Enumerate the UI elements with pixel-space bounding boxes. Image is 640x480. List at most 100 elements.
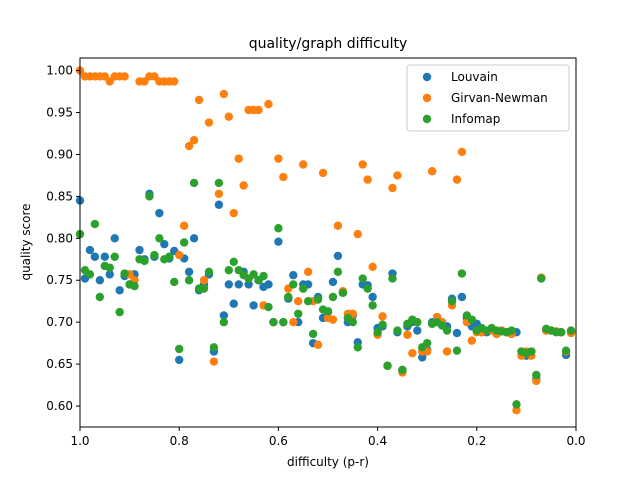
data-point (358, 274, 367, 283)
data-point (234, 280, 243, 289)
data-point (348, 317, 357, 327)
data-point (408, 349, 417, 358)
data-point (289, 317, 298, 327)
data-point (120, 72, 129, 81)
data-point (383, 361, 392, 370)
data-point (353, 343, 362, 352)
data-point (452, 346, 462, 355)
legend-marker (422, 93, 432, 103)
data-point (155, 208, 164, 218)
data-point (289, 271, 298, 280)
data-point (393, 171, 402, 180)
y-tick-label: 0.95 (46, 106, 73, 120)
data-point (303, 297, 313, 306)
y-tick-label: 0.85 (46, 189, 73, 203)
data-point (165, 252, 174, 261)
data-point (204, 267, 214, 277)
data-point (527, 347, 536, 356)
data-point (457, 269, 467, 278)
data-point (457, 292, 467, 302)
data-point (224, 280, 233, 289)
data-point (333, 221, 343, 230)
x-tick-label: 0.0 (566, 434, 585, 448)
data-point (294, 297, 303, 306)
data-point (363, 284, 372, 293)
data-point (299, 160, 308, 169)
y-tick-label: 0.65 (46, 357, 73, 371)
data-point (566, 326, 576, 335)
data-point (328, 277, 338, 287)
data-point (323, 307, 333, 316)
data-point (155, 234, 164, 243)
data-point (85, 245, 95, 255)
data-point (239, 181, 248, 190)
data-point (115, 286, 124, 295)
data-point (457, 147, 467, 157)
data-point (229, 299, 238, 308)
y-tick-label: 0.60 (46, 399, 73, 413)
data-point (308, 329, 318, 339)
data-point (105, 270, 114, 279)
y-axis: 0.60 0.65 0.70 0.75 0.80 0.85 0.90 0.95 1.00 (46, 64, 80, 413)
data-point (368, 301, 377, 310)
data-point (184, 267, 194, 277)
legend-label: Girvan-Newman (451, 91, 548, 105)
data-point (95, 276, 105, 285)
data-point (219, 311, 229, 320)
data-point (418, 353, 427, 362)
legend-marker (422, 114, 432, 124)
x-tick-label: 0.4 (368, 434, 387, 448)
data-point (388, 183, 397, 193)
data-point (234, 154, 243, 163)
data-point (294, 309, 303, 318)
data-point (393, 326, 402, 335)
data-point (175, 344, 184, 354)
data-point (189, 135, 199, 145)
data-point (512, 400, 521, 409)
data-point (140, 256, 149, 266)
data-point (413, 326, 422, 335)
data-point (199, 276, 209, 285)
data-point (170, 277, 179, 287)
legend-label: Infomap (451, 112, 500, 126)
data-point (254, 105, 263, 115)
axes-frame (79, 57, 577, 428)
data-point (537, 274, 546, 283)
data-point (442, 347, 452, 356)
data-point (175, 355, 184, 365)
y-tick-label: 0.75 (46, 273, 73, 287)
data-point (204, 118, 214, 127)
data-point (318, 168, 328, 178)
data-point (249, 270, 258, 279)
data-point (219, 317, 229, 327)
data-point (259, 271, 268, 281)
data-point (403, 330, 412, 339)
data-point (110, 234, 119, 243)
data-point (328, 292, 338, 302)
data-point (105, 263, 114, 272)
legend-box (406, 64, 570, 132)
data-point (194, 95, 204, 105)
y-tick-label: 0.80 (46, 231, 73, 245)
data-point (467, 315, 477, 324)
data-point (423, 338, 432, 348)
data-point (170, 77, 179, 86)
data-point (328, 315, 338, 324)
data-point (358, 160, 367, 169)
data-point (452, 328, 462, 338)
data-point (95, 292, 105, 302)
chart-title: quality/graph difficulty (249, 36, 408, 52)
data-point (556, 328, 566, 337)
data-point (264, 280, 273, 289)
data-point (274, 154, 283, 163)
data-point (110, 252, 119, 261)
legend-label: Louvain (451, 70, 498, 84)
data-point (209, 343, 219, 352)
data-point (447, 297, 457, 306)
data-point (224, 112, 233, 121)
data-point (179, 238, 189, 247)
data-point (313, 295, 323, 304)
data-point (373, 328, 382, 337)
y-tick-label: 1.00 (46, 64, 73, 78)
data-point (224, 265, 233, 275)
